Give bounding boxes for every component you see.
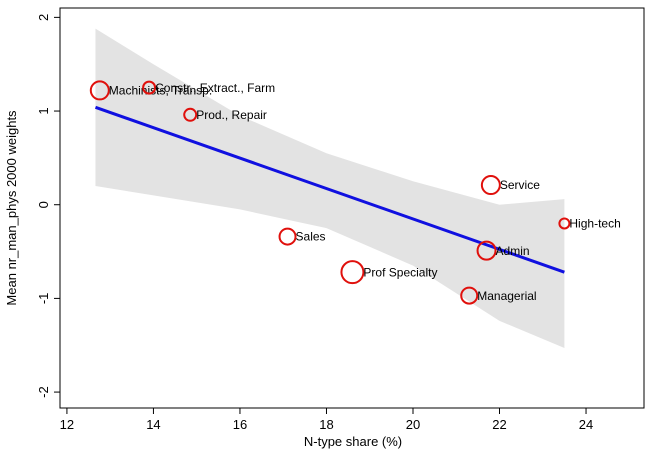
y-axis-title: Mean nr_man_phys 2000 weights [4,110,19,306]
point-label: Managerial [477,289,536,303]
point-label: Prod., Repair [196,108,267,122]
point [480,175,501,196]
point-label: Machinists, Transp. [109,84,212,98]
point [558,217,571,230]
fit-line [94,105,565,274]
point-label: Admin [496,244,530,258]
point-label: Prof Specialty [363,265,437,279]
y-tick-label: -1 [36,293,51,305]
x-tick-label: 24 [579,417,593,432]
x-tick-label: 14 [146,417,160,432]
y-tick-label: 1 [36,107,51,114]
point-label: Sales [296,230,326,244]
y-tick-label: -2 [36,386,51,398]
x-tick-label: 22 [492,417,506,432]
y-tick-label: 2 [36,14,51,21]
x-tick-label: 18 [319,417,333,432]
point [340,260,365,285]
point [142,80,157,95]
point [183,107,198,122]
point [278,227,297,246]
x-axis-title: N-type share (%) [304,434,402,449]
y-tick-label: 0 [36,201,51,208]
x-tick-label: 12 [60,417,74,432]
point [476,240,497,261]
point-label: Service [500,178,540,192]
point-label: Constr., Extract., Farm [155,81,275,95]
point [460,286,479,305]
x-tick-label: 20 [406,417,420,432]
point-label: High-tech [569,217,620,231]
point [89,80,110,101]
plot-frame [59,7,645,409]
x-tick-label: 16 [233,417,247,432]
